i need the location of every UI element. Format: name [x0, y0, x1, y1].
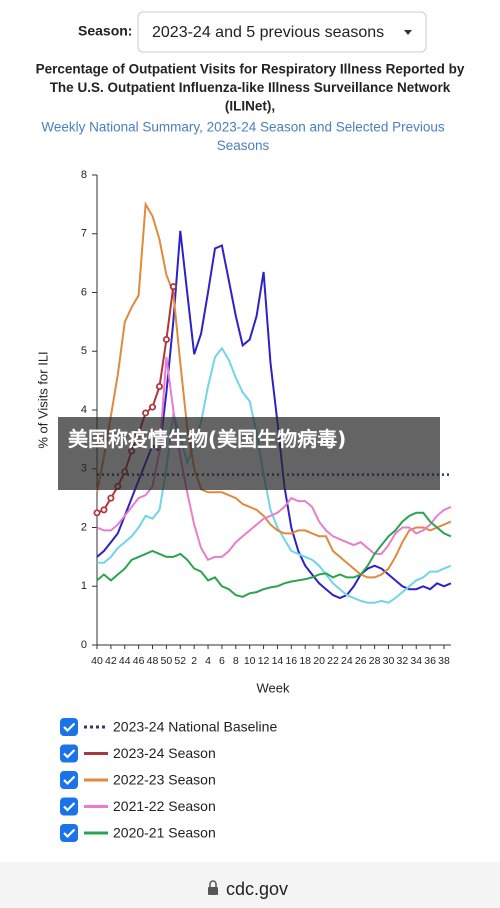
- legend-check: [63, 802, 76, 812]
- y-axis-label: % of Visits for ILI: [35, 351, 50, 448]
- season-label: Season:: [78, 23, 132, 39]
- legend-label: 2020-21 Season: [113, 825, 216, 841]
- y-tick-label: 6: [81, 286, 87, 298]
- x-tick-label: 8: [233, 655, 239, 667]
- y-tick-label: 2: [81, 521, 87, 533]
- legend-label: 2021-22 Season: [113, 798, 216, 814]
- x-tick-label: 28: [369, 655, 381, 667]
- series-line: [96, 511, 452, 598]
- series-marker: [149, 403, 157, 411]
- x-tick-label: 4: [205, 655, 211, 667]
- x-tick-label: 10: [244, 655, 256, 667]
- series-line: [96, 230, 452, 600]
- x-tick-label: 20: [313, 655, 325, 667]
- y-tick-label: 4: [81, 404, 87, 416]
- series-marker: [162, 335, 170, 343]
- legend-checkbox[interactable]: [60, 797, 78, 816]
- series-line: [96, 201, 452, 579]
- y-tick-label: 7: [81, 228, 87, 240]
- legend-check: [63, 828, 76, 839]
- legend-checkbox[interactable]: [60, 771, 78, 789]
- lock-shackle: [209, 880, 217, 887]
- legend-check: [63, 749, 76, 759]
- series-marker: [169, 283, 177, 291]
- series-marker: [100, 506, 108, 514]
- x-tick-label: 26: [355, 655, 367, 667]
- url: cdc.gov: [226, 879, 288, 899]
- chart-title: (ILINet),: [225, 99, 275, 114]
- series-marker: [93, 509, 101, 517]
- legend-checkbox[interactable]: [60, 744, 78, 763]
- x-axis-label: Week: [257, 680, 290, 695]
- x-tick-label: 36: [424, 655, 436, 667]
- chart-title: The U.S. Outpatient Influenza-like Illne…: [50, 80, 451, 95]
- x-tick-label: 44: [119, 655, 131, 667]
- x-tick-label: 30: [383, 655, 395, 667]
- x-tick-label: 50: [161, 655, 173, 667]
- series-marker: [107, 494, 115, 502]
- chart-subtitle: Weekly National Summary, 2023-24 Season …: [41, 120, 444, 135]
- legend-checkbox[interactable]: [60, 824, 78, 842]
- caption-overlay: 美国称疫情生物(美国生物病毒): [58, 417, 440, 490]
- x-tick-label: 34: [410, 655, 422, 667]
- x-tick-label: 46: [133, 655, 145, 667]
- season-dropdown[interactable]: [137, 11, 427, 53]
- x-tick-label: 42: [105, 655, 117, 667]
- legend-checkbox[interactable]: [60, 718, 78, 736]
- x-tick-label: 12: [258, 655, 270, 667]
- x-tick-label: 22: [327, 655, 339, 667]
- url-bar: [0, 862, 500, 908]
- x-tick-label: 32: [397, 655, 409, 667]
- lock-icon: [208, 887, 218, 895]
- legend-label: 2023-24 Season: [113, 745, 216, 761]
- x-tick-label: 48: [147, 655, 159, 667]
- series-line: [97, 346, 452, 604]
- y-tick-label: 5: [81, 345, 87, 357]
- series-marker: [142, 409, 150, 417]
- x-tick-label: 38: [438, 655, 450, 667]
- legend-label: 2023-24 National Baseline: [113, 719, 277, 735]
- x-tick-label: 6: [219, 655, 225, 667]
- x-tick-label: 40: [91, 655, 103, 667]
- dropdown-arrow: [404, 30, 412, 35]
- legend-label: 2022-23 Season: [113, 772, 216, 788]
- y-tick-label: 1: [81, 580, 87, 592]
- x-tick-label: 16: [285, 655, 297, 667]
- x-tick-label: 14: [272, 655, 284, 667]
- x-tick-label: 18: [299, 655, 311, 667]
- y-tick-label: 0: [81, 639, 87, 651]
- x-tick-label: 52: [174, 655, 186, 667]
- season-value[interactable]: 2023-24 and 5 previous seasons: [152, 24, 384, 41]
- y-tick-label: 8: [81, 169, 87, 181]
- x-tick-label: 24: [341, 655, 353, 667]
- chart-subtitle: Seasons: [217, 138, 270, 153]
- series-marker: [155, 382, 163, 390]
- legend-check: [63, 722, 76, 733]
- legend-check: [63, 775, 76, 786]
- x-tick-label: 2: [191, 655, 197, 667]
- chart-title: Percentage of Outpatient Visits for Resp…: [36, 62, 465, 77]
